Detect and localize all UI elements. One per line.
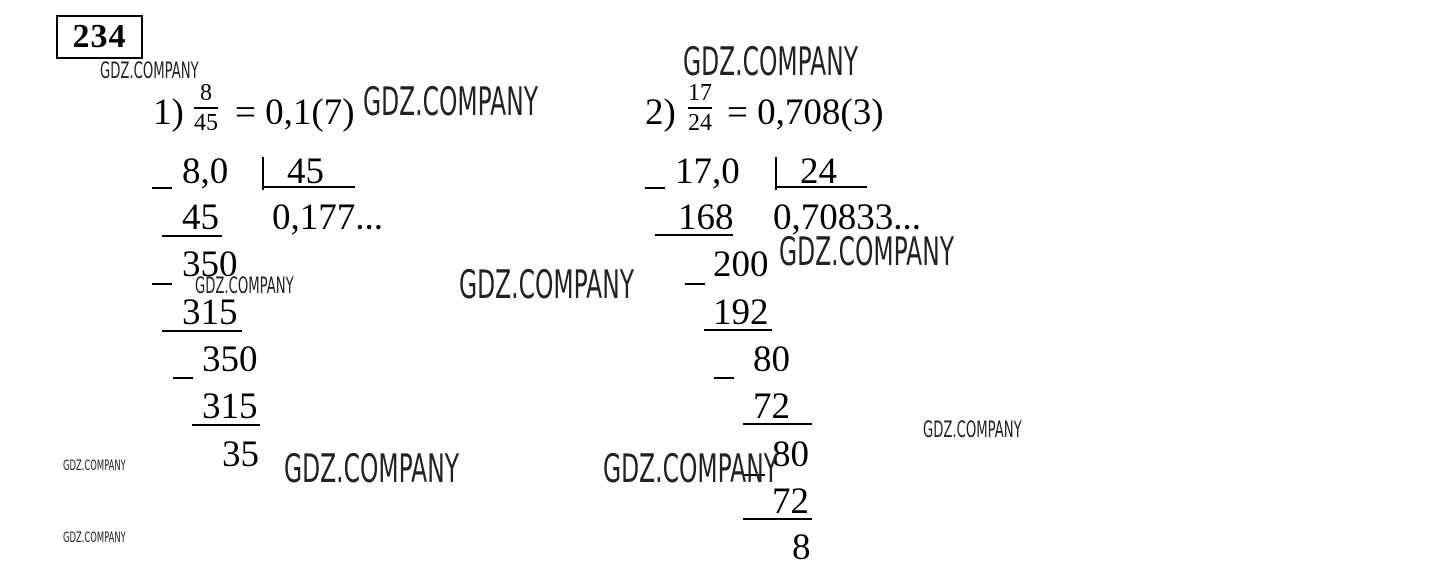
underline (743, 423, 812, 425)
part1-quotient: 0,177... (272, 197, 383, 238)
watermark: GDZ.COMPANY (63, 458, 126, 474)
division-bracket (775, 157, 777, 190)
division-bracket (262, 157, 264, 190)
part1-denominator: 45 (194, 110, 218, 136)
step: 350 (202, 339, 258, 380)
underline (704, 329, 772, 331)
part2-dividend: 17,0 (675, 151, 740, 192)
watermark: GDZ.COMPANY (363, 80, 538, 125)
part1-result: = 0,1(7) (235, 92, 355, 133)
minus-sign (645, 187, 665, 189)
division-bracket (775, 186, 867, 188)
underline (655, 234, 733, 236)
watermark: GDZ.COMPANY (100, 59, 199, 84)
part1-divisor: 45 (287, 151, 324, 192)
part2-label: 2) (645, 92, 676, 133)
exercise-number: 234 (56, 15, 143, 59)
part2-divisor: 24 (800, 151, 837, 192)
underline (743, 518, 812, 520)
watermark: GDZ.COMPANY (63, 530, 126, 546)
minus-sign (152, 283, 172, 285)
step: 315 (202, 386, 258, 427)
step: 192 (713, 292, 769, 333)
step: 80 (753, 339, 790, 380)
watermark: GDZ.COMPANY (284, 447, 459, 492)
underline (162, 330, 242, 332)
part1-numerator: 8 (200, 80, 212, 106)
part2-result: = 0,708(3) (727, 92, 884, 133)
watermark: GDZ.COMPANY (603, 447, 778, 492)
fraction-bar (688, 107, 712, 109)
step: 72 (753, 386, 790, 427)
watermark: GDZ.COMPANY (195, 274, 294, 299)
minus-sign (743, 474, 765, 476)
remainder: 35 (222, 434, 259, 475)
part2-numerator: 17 (688, 80, 712, 106)
underline (162, 235, 222, 237)
part1-fraction: 8 45 (194, 80, 218, 136)
watermark: GDZ.COMPANY (779, 230, 954, 275)
watermark: GDZ.COMPANY (923, 418, 1022, 443)
minus-sign (173, 377, 193, 379)
minus-sign (152, 187, 172, 189)
part2-fraction: 17 24 (688, 80, 712, 136)
watermark: GDZ.COMPANY (683, 40, 858, 85)
minus-sign (714, 377, 734, 379)
step: 168 (678, 197, 734, 238)
step: 45 (182, 197, 219, 238)
step: 72 (772, 481, 809, 522)
step: 350 (182, 244, 238, 285)
part2-denominator: 24 (688, 110, 712, 136)
part1-label: 1) (153, 92, 184, 133)
step: 80 (772, 434, 809, 475)
step: 200 (713, 244, 769, 285)
step: 315 (182, 292, 238, 333)
part1-dividend: 8,0 (182, 151, 229, 192)
underline (192, 424, 260, 426)
minus-sign (685, 283, 705, 285)
part2-quotient: 0,70833... (773, 197, 921, 238)
division-bracket (262, 186, 355, 188)
fraction-bar (194, 107, 218, 109)
remainder: 8 (792, 527, 811, 568)
watermark: GDZ.COMPANY (459, 263, 634, 308)
